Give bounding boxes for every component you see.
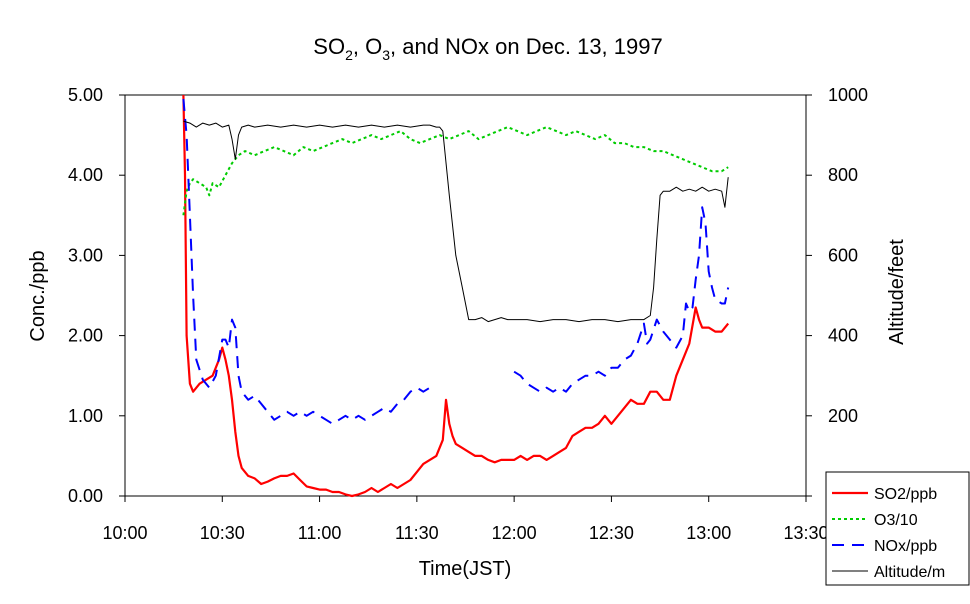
series-line-o3-10 [182,126,729,216]
y-left-tick-label: 4.00 [68,165,103,185]
series-line-nox-ppb [182,98,437,425]
y-right-tick-label: 600 [828,245,858,265]
plot-area [124,94,807,497]
y-left-tick-label: 2.00 [68,326,103,346]
x-tick-label: 12:00 [492,523,537,543]
series-line-altitude-m [183,120,729,323]
x-tick-label: 10:00 [102,523,147,543]
legend-label: SO2/ppb [874,486,937,503]
series-line-nox-ppb [513,206,730,393]
x-axis-title: Time(JST) [419,558,512,580]
y-axis-right-title: Altitude/feet [886,239,908,345]
chart-title: SO2, O3, and NOx on Dec. 13, 1997 [313,34,662,63]
x-tick-label: 11:30 [395,523,439,543]
y-left-tick-label: 3.00 [68,245,103,265]
y-left-tick-label: 1.00 [68,406,103,426]
x-tick-label: 13:30 [783,523,828,543]
y-left-tick-label: 0.00 [68,486,103,506]
x-axis: 10:00 10:30 11:00 11:30 12:00 12:30 13:00 13:30 [102,496,829,543]
legend-box [825,471,970,586]
legend-label: NOx/ppb [874,538,937,555]
legend: SO2/ppb O3/10 NOx/ppb Altitude/m [825,471,970,586]
y-right-tick-label: 400 [828,326,858,346]
y-right-tick-label: 800 [828,165,858,185]
y-right-tick-label: 1000 [828,85,868,105]
x-tick-label: 10:30 [200,523,245,543]
y-right-tick-label: 200 [828,406,858,426]
legend-label: Altitude/m [874,564,945,581]
x-tick-label: 13:00 [686,523,731,543]
x-tick-label: 12:30 [589,523,634,543]
legend-label: O3/10 [874,512,918,529]
y-axis-left: 0.00 1.00 2.00 3.00 4.00 5.00 [68,85,125,506]
series-line-so2-ppb [182,94,730,498]
series-layer [182,94,730,498]
y-axis-left-title: Conc./ppb [27,250,49,341]
x-tick-label: 11:00 [298,523,342,543]
y-left-tick-label: 5.00 [68,85,103,105]
